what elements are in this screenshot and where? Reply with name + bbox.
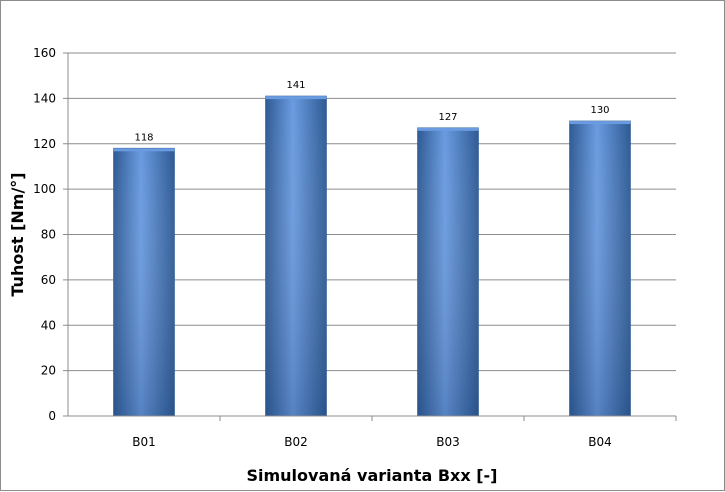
y-tick-label: 40	[41, 318, 56, 332]
x-tick-labels: B01 B02 B03 B04	[132, 435, 612, 449]
bars	[113, 95, 631, 417]
y-tick-label: 140	[33, 91, 56, 105]
data-label: 127	[438, 112, 457, 123]
bar-shade	[265, 96, 327, 416]
y-tick-label: 0	[48, 409, 56, 423]
x-tick-label: B02	[284, 435, 308, 449]
x-axis-title: Simulovaná varianta Bxx [-]	[246, 466, 497, 485]
bar-top-highlight	[569, 121, 631, 125]
y-tick-labels: 0 20 40 60 80 100 120 140 160	[33, 46, 56, 423]
x-tick-label: B04	[588, 435, 612, 449]
data-labels: 118 141 127 130	[134, 80, 609, 143]
bar-shade	[417, 127, 479, 417]
data-label: 118	[134, 132, 153, 143]
bar-top-highlight	[265, 96, 327, 100]
y-tick-label: 100	[33, 182, 56, 196]
y-tick-label: 120	[33, 137, 56, 151]
y-tick-label: 20	[41, 364, 56, 378]
x-tick-label: B03	[436, 435, 460, 449]
data-label: 130	[590, 105, 609, 116]
y-tick-label: 80	[41, 228, 56, 242]
bar-top-highlight	[113, 148, 175, 152]
bar-shade	[569, 121, 631, 416]
x-tick-label: B01	[132, 435, 156, 449]
y-tick-label: 60	[41, 273, 56, 287]
bar-shade	[113, 148, 175, 416]
data-label: 141	[286, 80, 305, 91]
y-axis-title: Tuhost [Nm/°]	[8, 172, 27, 296]
bar-top-highlight	[417, 127, 479, 131]
y-tick-label: 160	[33, 46, 56, 60]
